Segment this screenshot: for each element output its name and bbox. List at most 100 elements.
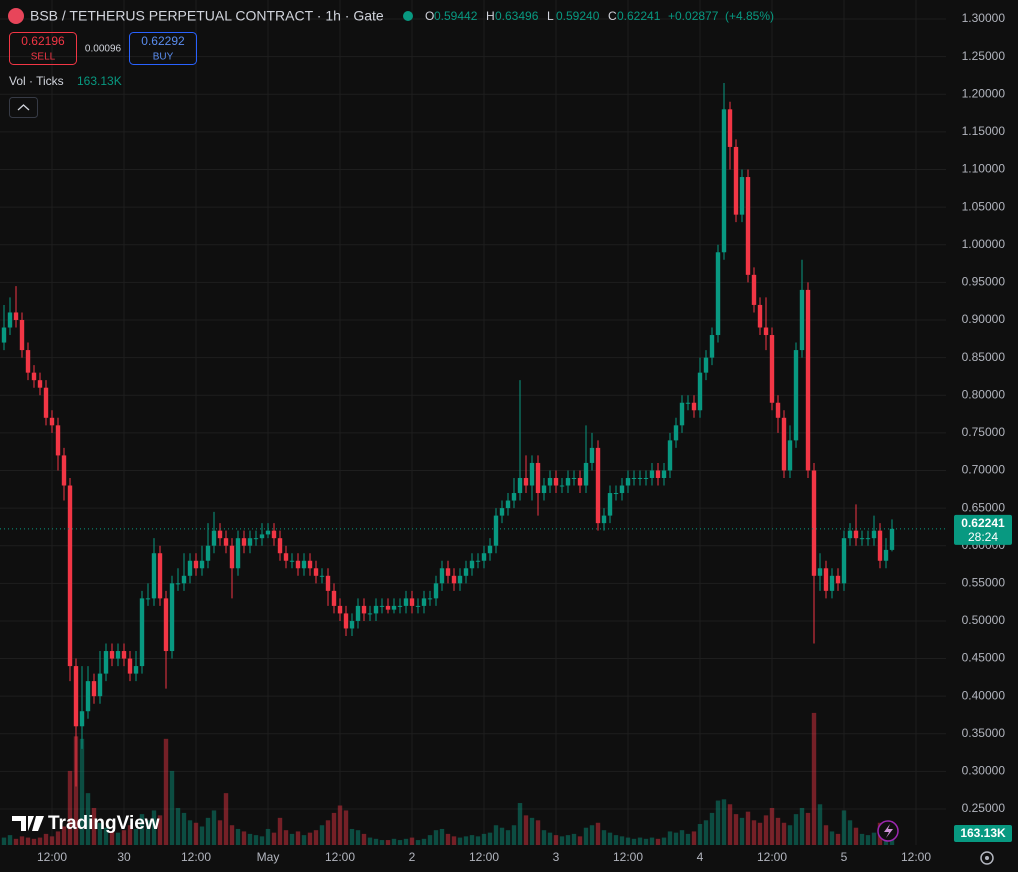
candle-body [523,477,529,486]
volume-bar [637,837,643,845]
candle-body [133,666,139,674]
candle-body [145,598,151,600]
candle-body [727,109,733,147]
volume-bar [451,836,457,845]
y-tick-label: 0.90000 [962,312,1006,326]
volume-bar [541,830,547,845]
candle-body [193,560,199,569]
market-status[interactable] [403,11,413,21]
candle-body [127,658,133,674]
volume-bar [841,810,847,845]
current-price-label: 0.62241 [961,516,1005,530]
x-tick-label: 2 [409,850,416,864]
current-price-tag [954,514,1012,545]
y-tick-label: 0.85000 [962,350,1006,364]
volume-bar [307,832,313,845]
volume-bar [439,828,445,845]
candle-body [595,447,601,524]
symbol-logo[interactable] [8,8,24,24]
volume-indicator-name[interactable]: Vol · Ticks [9,74,64,88]
candle-body [715,252,721,336]
volume-tag-label: 163.13K [960,826,1006,840]
candle-body [505,500,511,509]
candle-body [703,357,709,373]
candle-body [607,493,613,516]
collapse-icon [17,104,30,111]
volume-bar [679,830,685,845]
candle-body [847,530,853,539]
candle-body [331,590,337,606]
candle-body [883,549,889,561]
candle-body [733,146,739,215]
volume-bar [553,835,559,845]
candle-body [487,545,493,554]
candle-body [547,477,553,486]
candle-body [397,605,403,607]
candle-body [691,402,697,411]
y-tick-label: 0.70000 [962,463,1006,477]
candle-body [475,560,481,562]
volume-bar [739,817,745,845]
candle-body [61,455,67,486]
candle-body [577,477,583,486]
candle-body [619,485,625,494]
volume-bar [661,837,667,845]
volume-bar [7,835,13,845]
collapse-button[interactable] [9,97,38,118]
candle-body [265,530,271,535]
candle-body [49,417,55,426]
volume-bar [511,825,517,845]
volume-bar [817,804,823,845]
volume-bar [367,837,373,845]
volume-bar [145,820,151,845]
volume-bar [37,837,43,845]
y-tick-label: 1.30000 [962,11,1006,25]
candle-body [403,598,409,606]
candle-body [655,470,661,478]
volume-bar [325,820,331,845]
volume-bar [19,836,25,845]
candle-body [805,289,811,471]
volume-bar [247,833,253,845]
volume-bar [67,770,73,845]
symbol-title[interactable]: BSB / TETHERUS PERPETUAL CONTRACT · 1h ·… [30,8,384,24]
candle-body [229,545,235,569]
volume-bar [283,830,289,845]
sell-button[interactable] [9,32,77,65]
volume-bar [517,803,523,845]
volume-bar [865,835,871,845]
volume-bar [673,832,679,845]
volume-pane [1,712,895,845]
x-tick-label: 3 [553,850,560,864]
settings-button[interactable] [980,851,994,865]
candle-body [247,538,253,546]
candle-body [571,477,577,479]
volume-bar [337,805,343,845]
x-tick-label: May [257,850,280,864]
candle-body [43,387,49,418]
buy-label: BUY [153,52,174,63]
volume-bar [193,822,199,845]
volume-bar [235,828,241,845]
volume-bar [409,837,415,845]
volume-bar [103,827,109,845]
volume-bar [763,815,769,845]
candle-body [889,528,895,550]
buy-button[interactable] [129,32,197,65]
volume-bar [769,807,775,845]
candle-body [559,485,565,487]
volume-bar [43,833,49,845]
change-percent: (+4.85%) [725,9,774,23]
candle-body [223,538,229,546]
candle-body [583,462,589,486]
y-tick-label: 0.75000 [962,425,1006,439]
volume-bar [127,825,133,845]
candle-body [1,327,7,343]
candle-body [781,417,787,471]
candle-body [811,470,817,576]
volume-bar [313,830,319,845]
volume-bar [745,811,751,845]
volume-bar [121,830,127,845]
candle-body [421,598,427,606]
volume-bar [271,832,277,845]
